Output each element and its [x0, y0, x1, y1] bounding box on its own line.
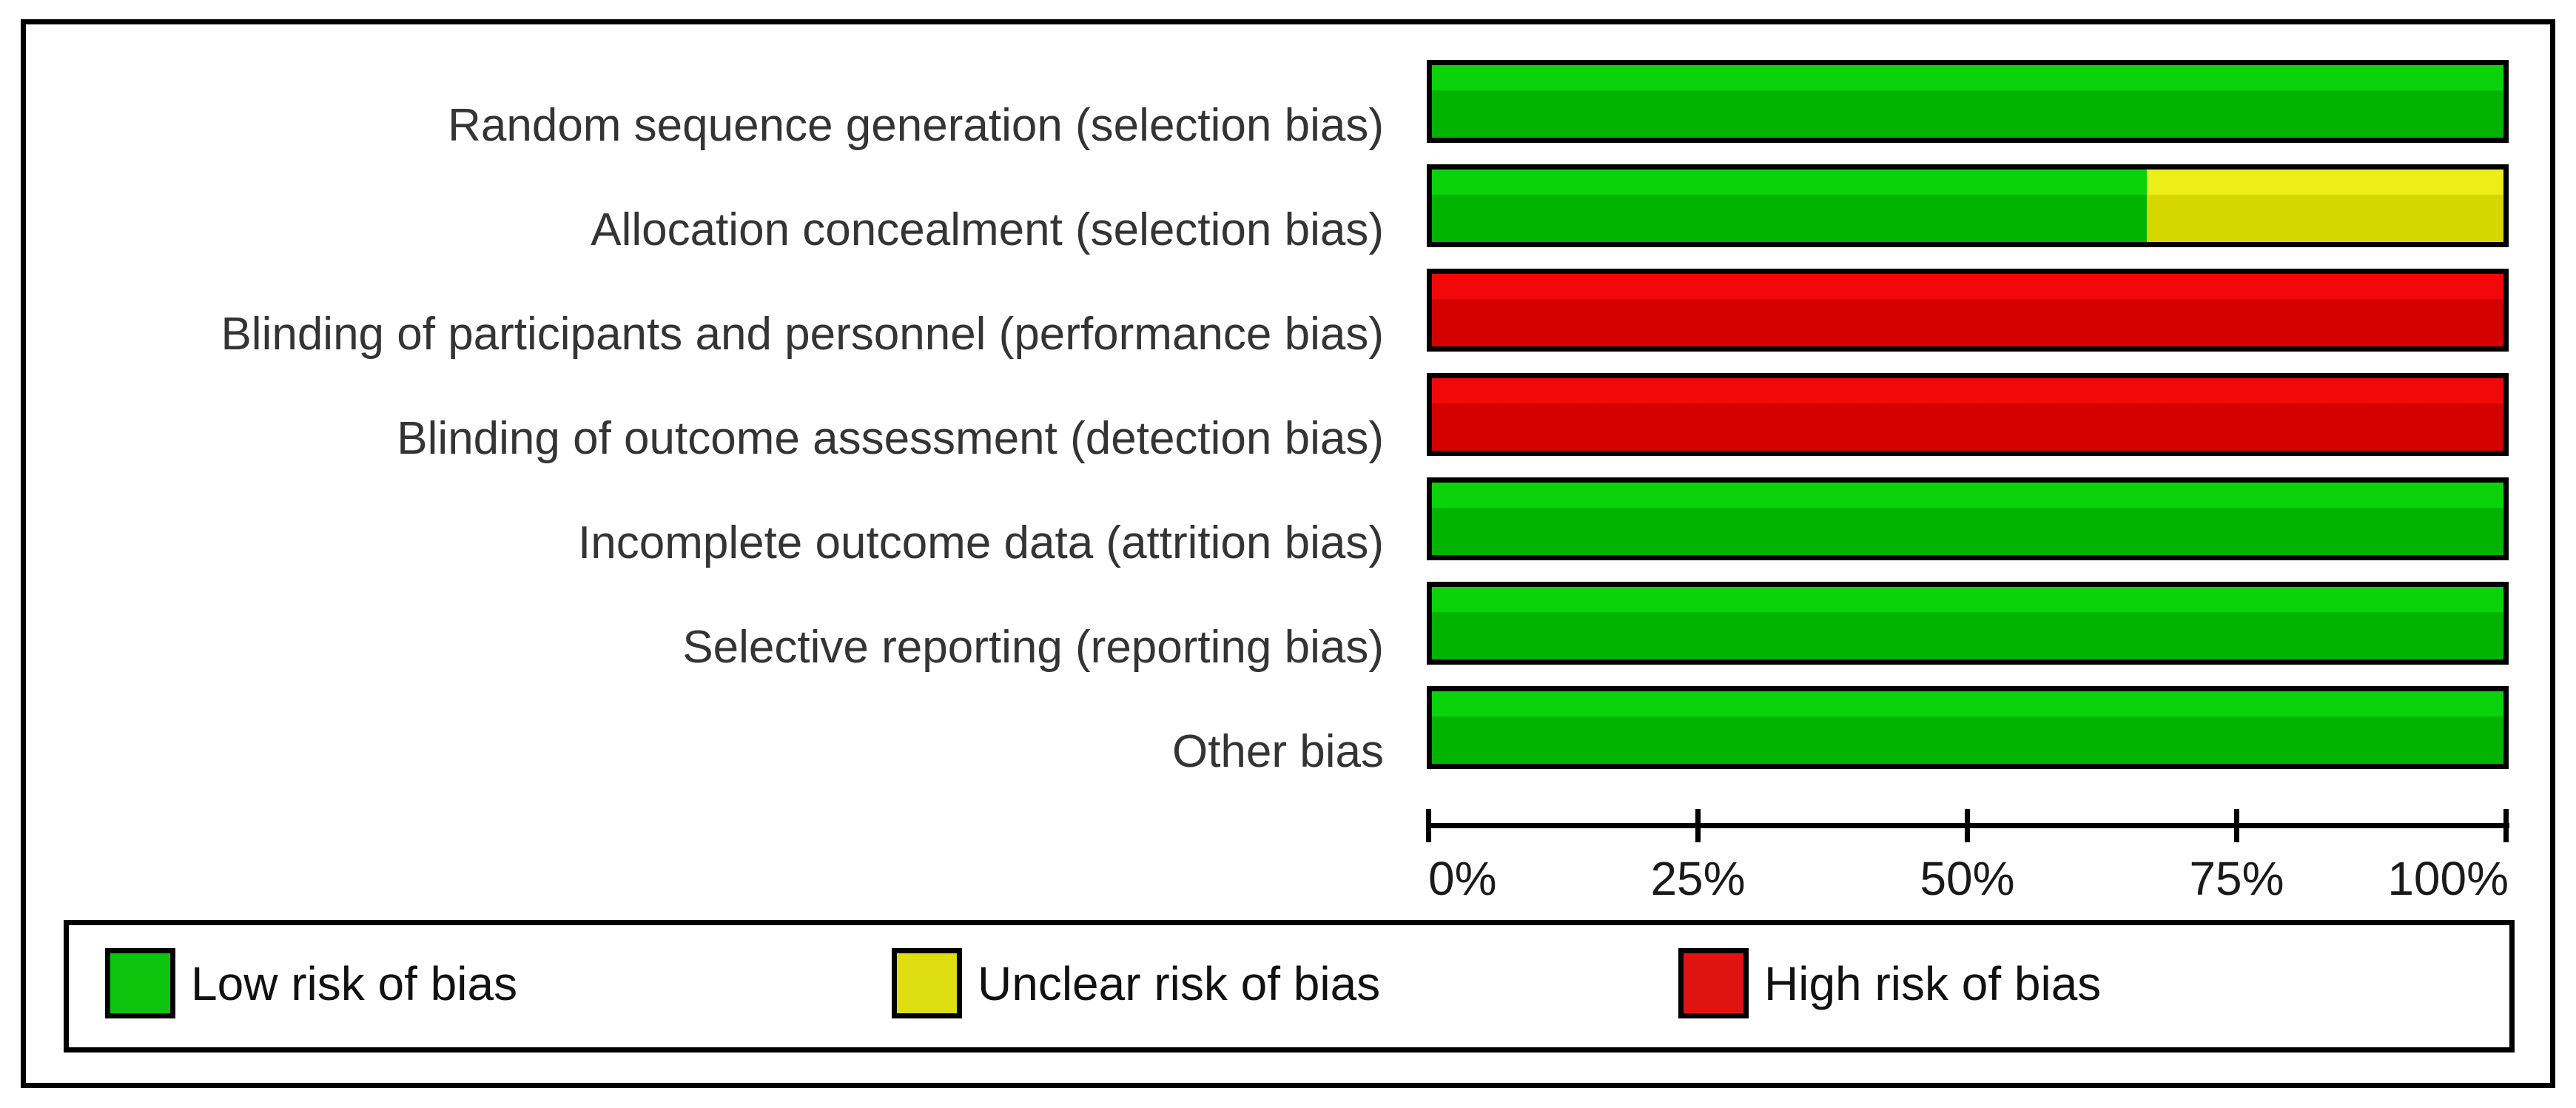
bar-row-label-text: Allocation concealment (selection bias): [591, 204, 1384, 255]
legend-label: High risk of bias: [1764, 956, 2102, 1010]
bar-segment-low-risk: [1432, 691, 2503, 764]
bar-row: [1427, 269, 2509, 352]
x-axis-tick: [2234, 809, 2239, 842]
x-axis-tick-label: 25%: [1650, 852, 1746, 905]
bar-row: [1427, 373, 2509, 456]
bar-segment-low-risk: [1432, 483, 2503, 555]
x-axis-tick-label: 0%: [1428, 852, 1497, 905]
bar-row-label-text: Selective reporting (reporting bias): [682, 622, 1384, 673]
x-axis-tick: [1965, 809, 1970, 842]
legend-item-unclear-risk: Unclear risk of bias: [892, 948, 1380, 1018]
bar-row-label: Selective reporting (reporting bias): [682, 582, 1384, 671]
bar-segment-low-risk: [1432, 65, 2503, 138]
x-axis-tick-label: 50%: [1920, 852, 2015, 905]
bar-segment-low-risk: [1432, 587, 2503, 659]
bar-segment-high-risk: [1432, 378, 2503, 451]
bar-segment-unclear-risk: [2146, 169, 2503, 242]
bar-segment-low-risk: [1432, 169, 2147, 242]
x-axis-tick: [1426, 809, 1431, 842]
bar-row: [1427, 582, 2509, 665]
bar-row: [1427, 686, 2509, 769]
bar-row: [1427, 477, 2509, 560]
bar-row-label: Blinding of outcome assessment (detectio…: [397, 373, 1384, 462]
bar-row-label-text: Random sequence generation (selection bi…: [448, 100, 1384, 151]
legend-swatch-low-risk: [105, 948, 175, 1018]
bar-row-label-text: Other bias: [1171, 726, 1384, 777]
legend-box: [64, 920, 2515, 1052]
x-axis-tick-label: 100%: [2387, 852, 2509, 905]
bar-row: [1427, 164, 2509, 247]
x-axis-tick: [2503, 809, 2509, 842]
bar-row-label-text: Blinding of outcome assessment (detectio…: [397, 413, 1384, 464]
bar-segment-high-risk: [1432, 274, 2503, 346]
legend-swatch-unclear-risk: [892, 948, 962, 1018]
x-axis-tick: [1695, 809, 1701, 842]
legend-label: Low risk of bias: [191, 956, 518, 1010]
bar-row: [1427, 60, 2509, 143]
legend-label: Unclear risk of bias: [978, 956, 1381, 1010]
bar-row-label: Blinding of participants and personnel (…: [221, 269, 1384, 357]
bar-row-label: Allocation concealment (selection bias): [591, 164, 1384, 253]
legend-swatch-high-risk: [1678, 948, 1749, 1018]
bar-row-label: Incomplete outcome data (attrition bias): [578, 477, 1384, 566]
bar-row-label: Random sequence generation (selection bi…: [448, 60, 1384, 149]
bar-row-label-text: Incomplete outcome data (attrition bias): [578, 517, 1384, 568]
legend-item-low-risk: Low risk of bias: [105, 948, 517, 1018]
bar-row-label-text: Blinding of participants and personnel (…: [221, 309, 1384, 360]
bar-row-label: Other bias: [1172, 686, 1384, 775]
x-axis-tick-label: 75%: [2189, 852, 2284, 905]
legend-item-high-risk: High risk of bias: [1678, 948, 2101, 1018]
